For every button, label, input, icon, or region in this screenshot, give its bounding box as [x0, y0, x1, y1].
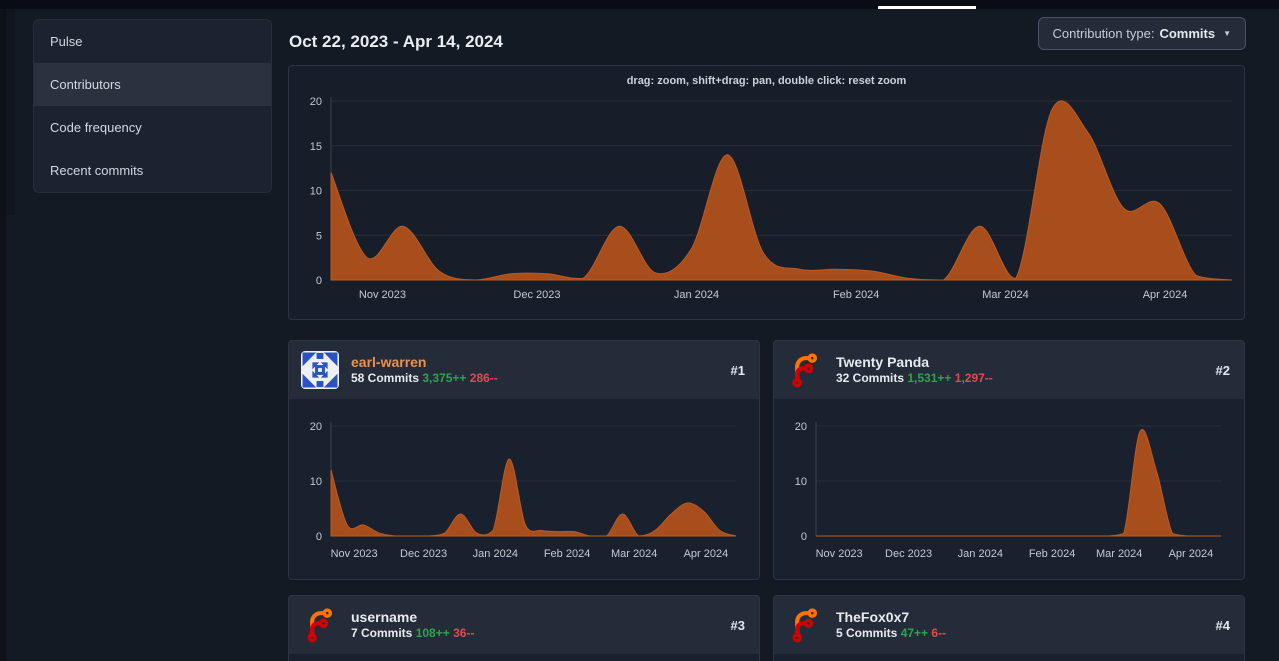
- contributor-stats: 58 Commits 3,375++ 286--: [351, 371, 731, 386]
- contributor-card-header: earl-warren 58 Commits 3,375++ 286-- #1: [289, 341, 759, 399]
- contributor-rank: #4: [1215, 617, 1230, 633]
- svg-text:Feb 2024: Feb 2024: [833, 289, 879, 301]
- contributor-identity: username 7 Commits 108++ 36--: [351, 609, 731, 641]
- forgejo-logo-icon: [307, 608, 333, 643]
- svg-text:Nov 2023: Nov 2023: [331, 548, 378, 560]
- svg-text:Jan 2024: Jan 2024: [958, 548, 1003, 560]
- sidebar-item-code-frequency[interactable]: Code frequency: [50, 120, 142, 135]
- svg-text:Nov 2023: Nov 2023: [816, 548, 863, 560]
- svg-text:20: 20: [310, 421, 322, 433]
- active-tab-underline: [878, 6, 976, 9]
- caret-down-icon: ▼: [1223, 29, 1231, 38]
- contributor-grid: earl-warren 58 Commits 3,375++ 286-- #1 …: [288, 340, 1245, 661]
- contribution-type-label: Contribution type:: [1052, 26, 1155, 41]
- contributor-name: Twenty Panda: [836, 354, 930, 370]
- left-edge-strip: [0, 9, 6, 661]
- contributor-rank: #3: [730, 617, 745, 633]
- svg-text:0: 0: [801, 531, 807, 543]
- svg-text:Mar 2024: Mar 2024: [982, 289, 1028, 301]
- date-range-title: Oct 22, 2023 - Apr 14, 2024: [289, 32, 503, 52]
- contributor-chart: [289, 654, 760, 661]
- svg-text:Nov 2023: Nov 2023: [359, 289, 406, 301]
- identicon-avatar[interactable]: [301, 351, 339, 389]
- contributor-stats: 7 Commits 108++ 36--: [351, 626, 731, 641]
- contributor-card: earl-warren 58 Commits 3,375++ 286-- #1 …: [288, 340, 760, 580]
- contributor-deletions: 1,297--: [954, 371, 993, 385]
- svg-text:Dec 2023: Dec 2023: [885, 548, 932, 560]
- svg-text:Dec 2023: Dec 2023: [513, 289, 560, 301]
- svg-text:Mar 2024: Mar 2024: [1096, 548, 1142, 560]
- svg-text:10: 10: [310, 186, 322, 198]
- contributor-additions: 1,531++: [907, 371, 952, 385]
- contributor-additions: 108++: [415, 626, 450, 640]
- contributor-identity: earl-warren 58 Commits 3,375++ 286--: [351, 354, 731, 386]
- contributor-rank: #1: [730, 362, 745, 378]
- svg-text:Jan 2024: Jan 2024: [674, 289, 719, 301]
- svg-text:Jan 2024: Jan 2024: [473, 548, 518, 560]
- svg-text:Apr 2024: Apr 2024: [1169, 548, 1214, 560]
- sidebar-item-contributors[interactable]: Contributors: [34, 63, 271, 106]
- contributions-chart[interactable]: 0 5 10 15 20 Nov 2023 Dec 2023 Jan 2024 Feb 2024…: [289, 92, 1244, 319]
- chart-zoom-hint: drag: zoom, shift+drag: pan, double clic…: [626, 75, 907, 87]
- sidebar-item-recent-commits[interactable]: Recent commits: [50, 163, 144, 178]
- svg-text:10: 10: [795, 476, 807, 488]
- svg-text:Feb 2024: Feb 2024: [544, 548, 590, 560]
- contributor-card: username 7 Commits 108++ 36-- #3: [288, 595, 760, 661]
- contributor-stats: 5 Commits 47++ 6--: [836, 626, 1216, 641]
- svg-text:10: 10: [310, 476, 322, 488]
- contributor-rank: #2: [1215, 362, 1230, 378]
- contributor-commit-count: 5 Commits: [836, 626, 898, 640]
- svg-text:15: 15: [310, 141, 322, 153]
- contributor-identity: Twenty Panda 32 Commits 1,531++ 1,297--: [836, 354, 1216, 386]
- contributor-deletions: 6--: [931, 626, 947, 640]
- svg-text:20: 20: [310, 96, 322, 108]
- contributor-name[interactable]: earl-warren: [351, 354, 427, 370]
- contribution-type-value: Commits: [1159, 26, 1216, 41]
- svg-text:Mar 2024: Mar 2024: [611, 548, 657, 560]
- contributor-additions: 47++: [900, 626, 929, 640]
- svg-text:Dec 2023: Dec 2023: [400, 548, 447, 560]
- contributor-name: username: [351, 609, 418, 625]
- svg-text:20: 20: [795, 421, 807, 433]
- svg-text:5: 5: [316, 230, 322, 242]
- contributor-deletions: 36--: [453, 626, 475, 640]
- main-chart-panel: drag: zoom, shift+drag: pan, double clic…: [288, 65, 1245, 320]
- contributor-card-header: TheFox0x7 5 Commits 47++ 6-- #4: [774, 596, 1244, 654]
- contributor-chart[interactable]: 0 10 20 Nov 2023 Dec 2023 Jan 2024 Feb 2024 Mar…: [774, 399, 1245, 579]
- activity-sidebar-menu: Pulse Contributors Code frequency Recent…: [33, 19, 272, 193]
- contributor-stats: 32 Commits 1,531++ 1,297--: [836, 371, 1216, 386]
- sidebar-item-pulse[interactable]: Pulse: [50, 34, 83, 49]
- contributor-commit-count: 32 Commits: [836, 371, 905, 385]
- contributor-identity: TheFox0x7 5 Commits 47++ 6--: [836, 609, 1216, 641]
- svg-text:Apr 2024: Apr 2024: [1143, 289, 1188, 301]
- contributor-deletions: 286--: [469, 371, 498, 385]
- browser-top-bar: [0, 0, 1279, 9]
- contributor-card: TheFox0x7 5 Commits 47++ 6-- #4: [773, 595, 1245, 661]
- svg-text:0: 0: [316, 275, 322, 287]
- contributor-card-header: Twenty Panda 32 Commits 1,531++ 1,297-- …: [774, 341, 1244, 399]
- svg-text:Apr 2024: Apr 2024: [684, 548, 729, 560]
- contributor-name: TheFox0x7: [836, 609, 910, 625]
- svg-text:Feb 2024: Feb 2024: [1029, 548, 1075, 560]
- forgejo-logo-icon: [792, 608, 818, 643]
- contributor-card-header: username 7 Commits 108++ 36-- #3: [289, 596, 759, 654]
- contributor-chart[interactable]: 0 10 20 Nov 2023 Dec 2023 Jan 2024 Feb 2024 Mar…: [289, 399, 760, 579]
- left-edge-shade: [6, 9, 15, 215]
- svg-text:0: 0: [316, 531, 322, 543]
- contributor-chart: [774, 654, 1245, 661]
- forgejo-logo-icon: [792, 353, 818, 388]
- contributor-commit-count: 58 Commits: [351, 371, 420, 385]
- contributor-additions: 3,375++: [422, 371, 467, 385]
- contribution-type-dropdown[interactable]: Contribution type: Commits ▼: [1037, 17, 1246, 50]
- contributor-commit-count: 7 Commits: [351, 626, 413, 640]
- contributor-card: Twenty Panda 32 Commits 1,531++ 1,297-- …: [773, 340, 1245, 580]
